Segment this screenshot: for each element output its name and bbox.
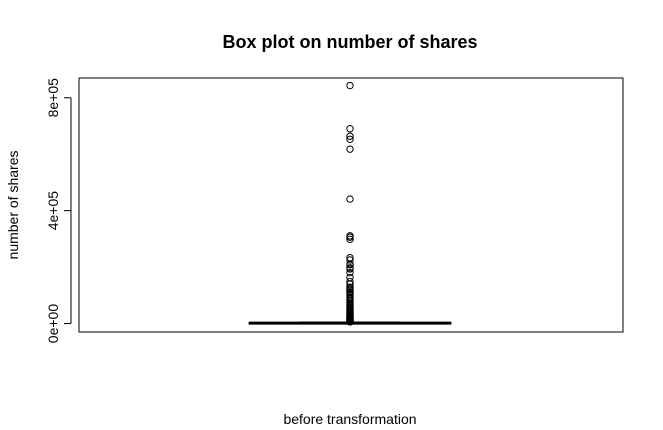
- outlier-point: [346, 145, 354, 153]
- outlier-point: [346, 124, 354, 133]
- y-axis-label: number of shares: [5, 151, 21, 260]
- outlier-point: [346, 132, 354, 140]
- outlier-point: [346, 318, 354, 326]
- plot-area-frame: [78, 77, 624, 333]
- outlier-point: [346, 277, 354, 286]
- outlier-point: [346, 256, 354, 264]
- y-axis: 0e+00 4e+05 8e+05: [45, 78, 72, 344]
- y-tick-label: 4e+05: [45, 191, 61, 231]
- outlier-point: [346, 265, 354, 273]
- outlier-point: [346, 235, 354, 244]
- outlier-point: [346, 81, 354, 90]
- y-tick-label: 0e+00: [45, 304, 61, 344]
- outlier-point: [346, 233, 354, 241]
- outlier-point: [346, 195, 354, 203]
- outlier-point: [346, 280, 354, 288]
- y-tick-label: 8e+05: [45, 78, 61, 118]
- outlier-point: [346, 268, 354, 277]
- x-axis-label: before transformation: [283, 411, 416, 427]
- outlier-points: [346, 81, 354, 326]
- outlier-point: [346, 261, 354, 269]
- chart-title: Box plot on number of shares: [222, 32, 477, 52]
- outlier-point: [346, 135, 354, 143]
